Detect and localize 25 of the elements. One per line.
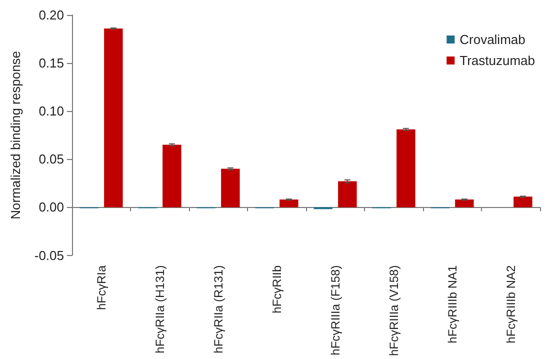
x-tick-label: hFcγRIIIa (F158) [328,265,342,356]
x-tick-label: hFcγRIIa (H131) [152,265,167,354]
y-tick-label: 0.00 [38,200,64,215]
y-tick-label: -0.05 [34,248,64,263]
bar [455,200,474,208]
x-tick-label: hFcγRIIIb NA2 [504,264,518,344]
x-tick-label: hFcγRIIb [270,264,284,314]
bar [514,196,532,208]
x-tick-label: hFcγRIIa (R131) [211,265,226,354]
bar [338,181,357,208]
legend-label: Crovalimab [460,32,526,47]
x-tick-label: hFcγRIIIa (V158) [386,265,401,356]
x-tick-label: hFcγRIa [94,264,108,310]
bar [396,129,416,208]
legend-label: Trastuzumab [460,53,536,68]
y-tick-label: 0.15 [38,56,64,71]
bar [221,168,240,208]
x-tick-label: hFcγRIIIb NA1 [445,264,460,344]
bar [280,200,298,208]
y-axis-title: Normalized binding response [8,50,23,220]
y-tick-label: 0.10 [38,104,64,119]
bar [104,28,123,208]
bar [162,144,182,208]
y-tick-label: 0.05 [38,152,64,167]
y-tick-label: 0.20 [38,8,64,22]
